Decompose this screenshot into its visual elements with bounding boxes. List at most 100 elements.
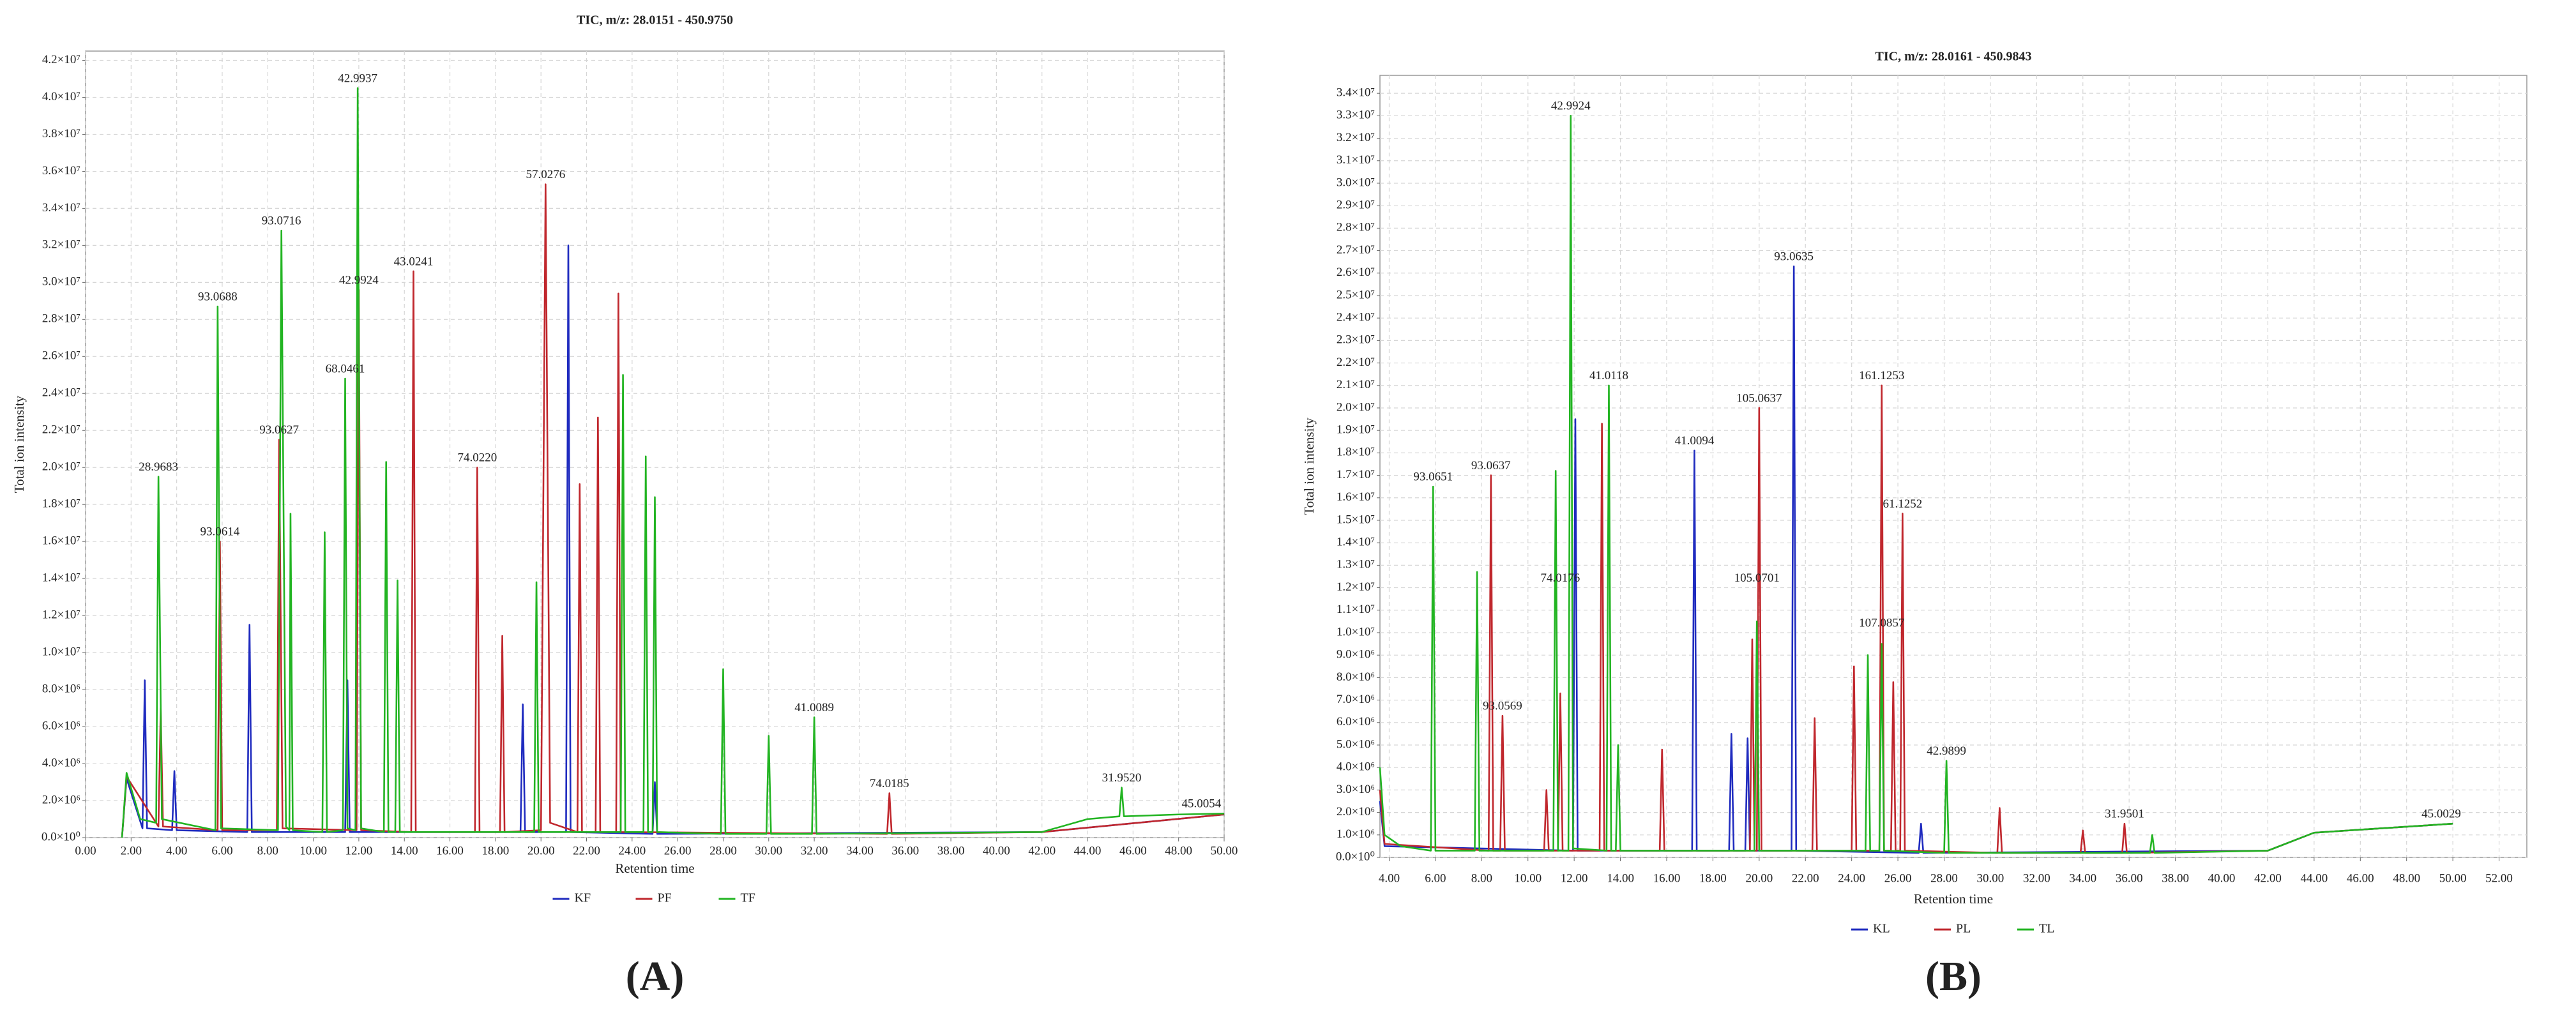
x-axis-label: Retention time [615,861,694,876]
y-tick-label: 4.0×10⁶ [42,756,80,769]
x-tick-label: 4.00 [1379,871,1400,885]
y-tick-label: 3.3×10⁷ [1337,109,1375,122]
y-tick-label: 2.4×10⁷ [1337,311,1375,324]
x-tick-label: 24.00 [1838,871,1865,885]
x-tick-label: 42.00 [1028,844,1056,857]
y-tick-label: 6.0×10⁶ [1337,715,1375,728]
x-tick-label: 42.00 [2254,871,2282,885]
y-tick-label: 2.5×10⁷ [1337,288,1375,301]
peak-annotation: 93.0569 [1483,700,1522,713]
y-tick-label: 8.0×10⁶ [1337,670,1375,684]
peak-annotation: 68.0461 [326,362,365,375]
x-tick-label: 48.00 [1165,844,1192,857]
y-tick-label: 1.7×10⁷ [1337,468,1375,481]
y-tick-label: 3.2×10⁷ [1337,131,1375,144]
x-tick-label: 36.00 [891,844,919,857]
legend-label: PL [1956,922,1971,936]
peak-annotation: 45.0054 [1181,797,1221,811]
x-tick-label: 30.00 [755,844,782,857]
x-tick-label: 2.00 [121,844,142,857]
y-tick-label: 4.0×10⁶ [1337,760,1375,774]
peak-annotation: 107.0857 [1859,616,1904,629]
y-tick-label: 1.0×10⁷ [42,645,80,658]
peak-annotation: 93.0637 [1471,459,1511,472]
x-tick-label: 6.00 [211,844,232,857]
x-tick-label: 6.00 [1425,871,1446,885]
legend-label: KF [575,891,591,905]
x-tick-label: 4.00 [166,844,187,857]
x-tick-label: 22.00 [573,844,600,857]
x-tick-label: 24.00 [618,844,646,857]
x-tick-label: 50.00 [1211,844,1238,857]
y-tick-label: 1.0×10⁷ [1337,625,1375,638]
peak-annotation: 41.0094 [1675,434,1715,448]
y-tick-label: 3.6×10⁷ [42,164,80,177]
y-tick-label: 1.2×10⁷ [42,608,80,622]
y-tick-label: 2.8×10⁷ [42,312,80,326]
legend-label: KL [1873,922,1890,936]
x-tick-label: 52.00 [2485,871,2513,885]
y-tick-label: 2.0×10⁶ [42,793,80,806]
y-tick-label: 8.0×10⁶ [42,682,80,695]
peak-annotation: 43.0241 [394,255,434,268]
y-tick-label: 7.0×10⁶ [1337,693,1375,706]
y-tick-label: 1.8×10⁷ [42,497,80,511]
y-tick-label: 3.0×10⁶ [1337,783,1375,796]
peak-annotation: 74.0185 [870,777,909,790]
chart-title: TIC, m/z: 28.0151 - 450.9750 [577,13,733,27]
panel-label: (A) [626,953,685,1000]
x-tick-label: 50.00 [2439,871,2467,885]
x-tick-label: 26.00 [664,844,692,857]
peak-annotation: 31.9520 [1102,771,1142,785]
y-tick-label: 2.3×10⁷ [1337,333,1375,347]
y-tick-label: 2.0×10⁶ [1337,805,1375,818]
y-tick-label: 5.0×10⁶ [1337,737,1375,751]
x-tick-label: 12.00 [1561,871,1588,885]
x-tick-label: 36.00 [2116,871,2143,885]
x-tick-label: 46.00 [1119,844,1147,857]
y-tick-label: 4.0×10⁷ [42,90,80,103]
peak-annotation: 74.0176 [1541,571,1580,585]
x-tick-label: 8.00 [257,844,278,857]
y-tick-label: 1.1×10⁷ [1337,603,1375,616]
y-tick-label: 2.8×10⁷ [1337,221,1375,234]
peak-annotation: 93.0651 [1413,471,1453,484]
plot-area [1379,75,2527,858]
peak-annotation: 41.0089 [794,701,834,714]
x-tick-label: 18.00 [1699,871,1727,885]
x-tick-label: 38.00 [937,844,965,857]
x-tick-label: 20.00 [1745,871,1773,885]
series-line [121,87,1225,838]
y-tick-label: 6.0×10⁶ [42,719,80,732]
x-tick-label: 10.00 [299,844,327,857]
y-tick-label: 1.8×10⁷ [1337,446,1375,459]
y-tick-label: 0.0×10⁰ [42,830,80,843]
x-tick-label: 46.00 [2347,871,2374,885]
y-tick-label: 3.0×10⁷ [1337,176,1375,189]
x-tick-label: 16.00 [1653,871,1681,885]
y-tick-label: 3.1×10⁷ [1337,153,1375,167]
x-tick-label: 34.00 [846,844,874,857]
y-tick-label: 2.7×10⁷ [1337,243,1375,257]
y-tick-label: 1.9×10⁷ [1337,423,1375,437]
x-tick-label: 14.00 [391,844,418,857]
x-tick-label: 20.00 [527,844,555,857]
y-tick-label: 1.6×10⁷ [42,534,80,548]
y-tick-label: 1.4×10⁷ [1337,536,1375,549]
peak-annotation: 42.9937 [338,72,377,85]
peak-annotation: 105.0701 [1734,571,1780,585]
panel-label: (B) [1925,953,1981,1000]
y-tick-label: 1.4×10⁷ [42,571,80,585]
x-tick-label: 28.00 [1930,871,1958,885]
peak-annotation: 28.9683 [139,460,178,474]
peak-annotation: 61.1252 [1883,497,1922,511]
x-tick-label: 40.00 [2208,871,2236,885]
peak-annotation: 93.0716 [262,215,301,228]
x-tick-label: 44.00 [2300,871,2328,885]
x-tick-label: 16.00 [436,844,464,857]
y-tick-label: 1.0×10⁶ [1337,827,1375,841]
x-tick-label: 28.00 [709,844,737,857]
x-tick-label: 12.00 [345,844,373,857]
x-tick-label: 10.00 [1514,871,1542,885]
